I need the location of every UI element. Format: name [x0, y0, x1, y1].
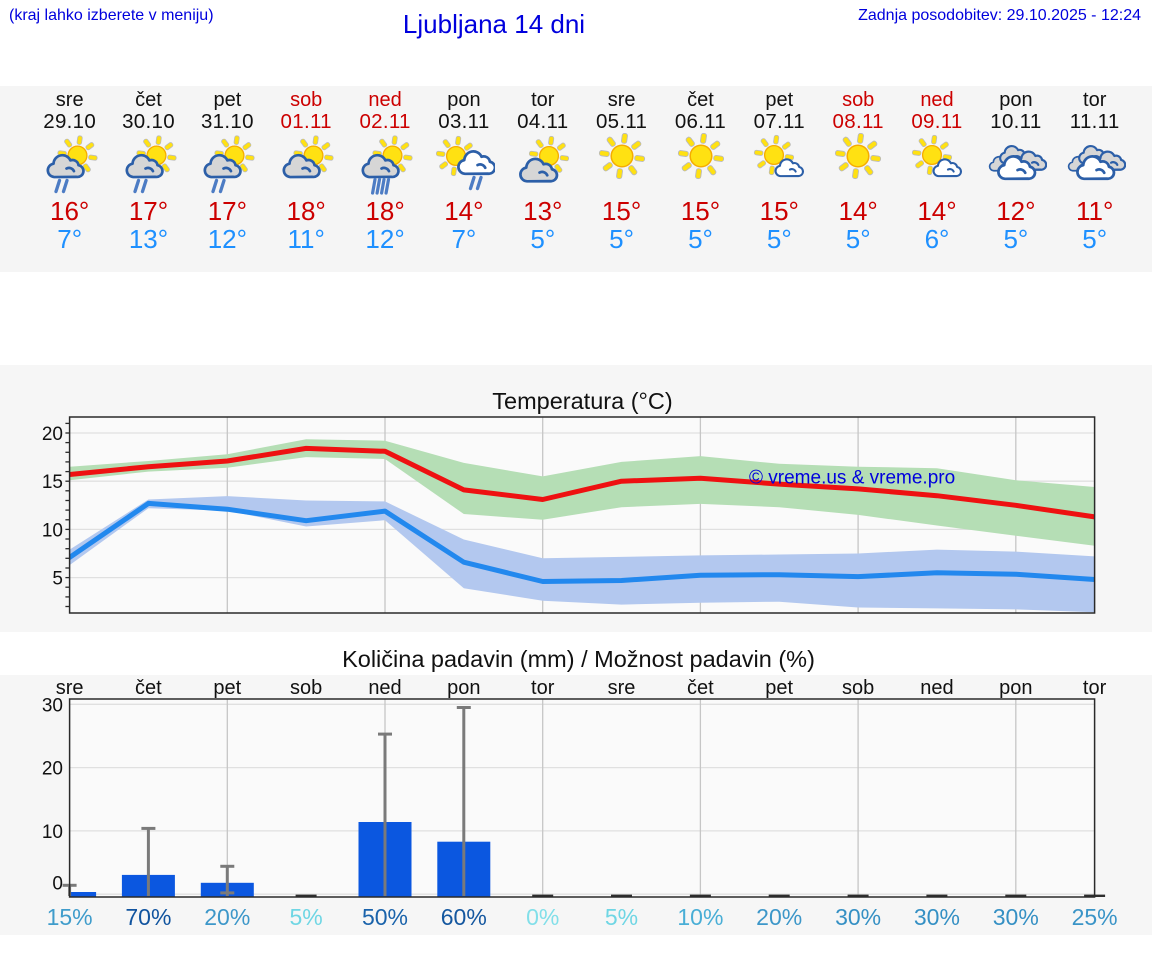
svg-text:15%: 15% — [47, 904, 93, 930]
svg-text:20%: 20% — [204, 904, 250, 930]
svg-text:© vreme.us & vreme.pro: © vreme.us & vreme.pro — [749, 468, 955, 489]
svg-text:sob: sob — [842, 677, 874, 699]
svg-text:20: 20 — [42, 424, 63, 445]
svg-text:25%: 25% — [1072, 904, 1118, 930]
svg-text:5%: 5% — [605, 904, 638, 930]
svg-text:sre: sre — [56, 677, 84, 699]
svg-text:pon: pon — [999, 677, 1032, 699]
svg-text:50%: 50% — [362, 904, 408, 930]
svg-text:sob: sob — [290, 677, 322, 699]
svg-text:30%: 30% — [914, 904, 960, 930]
svg-text:30: 30 — [42, 695, 63, 716]
svg-text:čet: čet — [135, 677, 162, 699]
svg-text:pet: pet — [213, 677, 241, 699]
svg-text:ned: ned — [368, 677, 401, 699]
svg-text:pon: pon — [447, 677, 480, 699]
svg-text:ned: ned — [920, 677, 953, 699]
svg-text:70%: 70% — [125, 904, 171, 930]
svg-text:10: 10 — [42, 520, 63, 541]
svg-text:30%: 30% — [993, 904, 1039, 930]
svg-text:15: 15 — [42, 472, 63, 493]
svg-text:5: 5 — [52, 569, 63, 590]
svg-text:10%: 10% — [677, 904, 723, 930]
svg-text:pet: pet — [765, 677, 793, 699]
svg-text:čet: čet — [687, 677, 714, 699]
svg-text:tor: tor — [1083, 677, 1107, 699]
svg-text:sre: sre — [608, 677, 636, 699]
svg-text:10: 10 — [42, 822, 63, 843]
svg-text:0%: 0% — [526, 904, 559, 930]
svg-text:0: 0 — [52, 874, 63, 895]
svg-text:tor: tor — [531, 677, 555, 699]
svg-text:30%: 30% — [835, 904, 881, 930]
svg-text:60%: 60% — [441, 904, 487, 930]
svg-text:5%: 5% — [289, 904, 322, 930]
svg-text:20%: 20% — [756, 904, 802, 930]
svg-text:20: 20 — [42, 759, 63, 780]
